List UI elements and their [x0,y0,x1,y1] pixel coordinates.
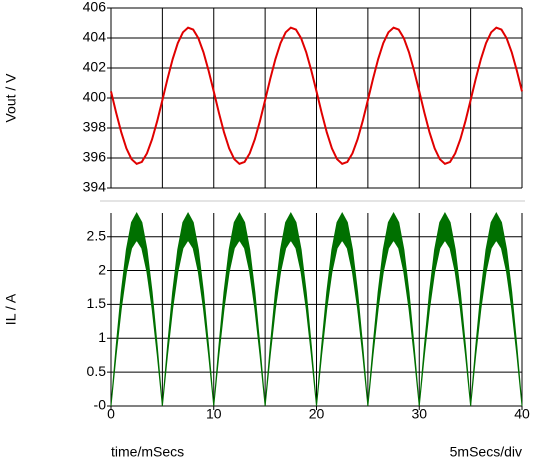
y-tick-label: 1.5 [87,295,107,311]
x-tick-label: 0 [107,406,115,422]
y-tick-label: 396 [83,149,107,165]
y-tick-label: 2 [98,261,106,277]
x-tick-label: 30 [411,406,427,422]
y-tick-label: 0.5 [87,363,107,379]
band [110,211,523,407]
y-tick-label: 406 [83,0,107,15]
y-tick-label: 2.5 [87,227,107,243]
y-axis-label: Vout / V [3,73,19,123]
x-tick-label: 10 [206,406,222,422]
x-tick-label: 40 [514,406,530,422]
x-axis-label: time/mSecs [111,444,184,459]
y-tick-label: 1 [98,329,106,345]
line [110,26,523,166]
annotation: 5mSecs/div [450,444,522,459]
y-tick-label: 402 [83,59,107,75]
y-axis-label: IL / A [3,293,19,325]
y-tick-label: -0 [94,397,107,413]
x-tick-label: 20 [309,406,325,422]
y-tick-label: 398 [83,119,107,135]
y-tick-label: 404 [83,29,107,45]
y-tick-label: 394 [83,179,107,195]
y-tick-label: 400 [83,89,107,105]
